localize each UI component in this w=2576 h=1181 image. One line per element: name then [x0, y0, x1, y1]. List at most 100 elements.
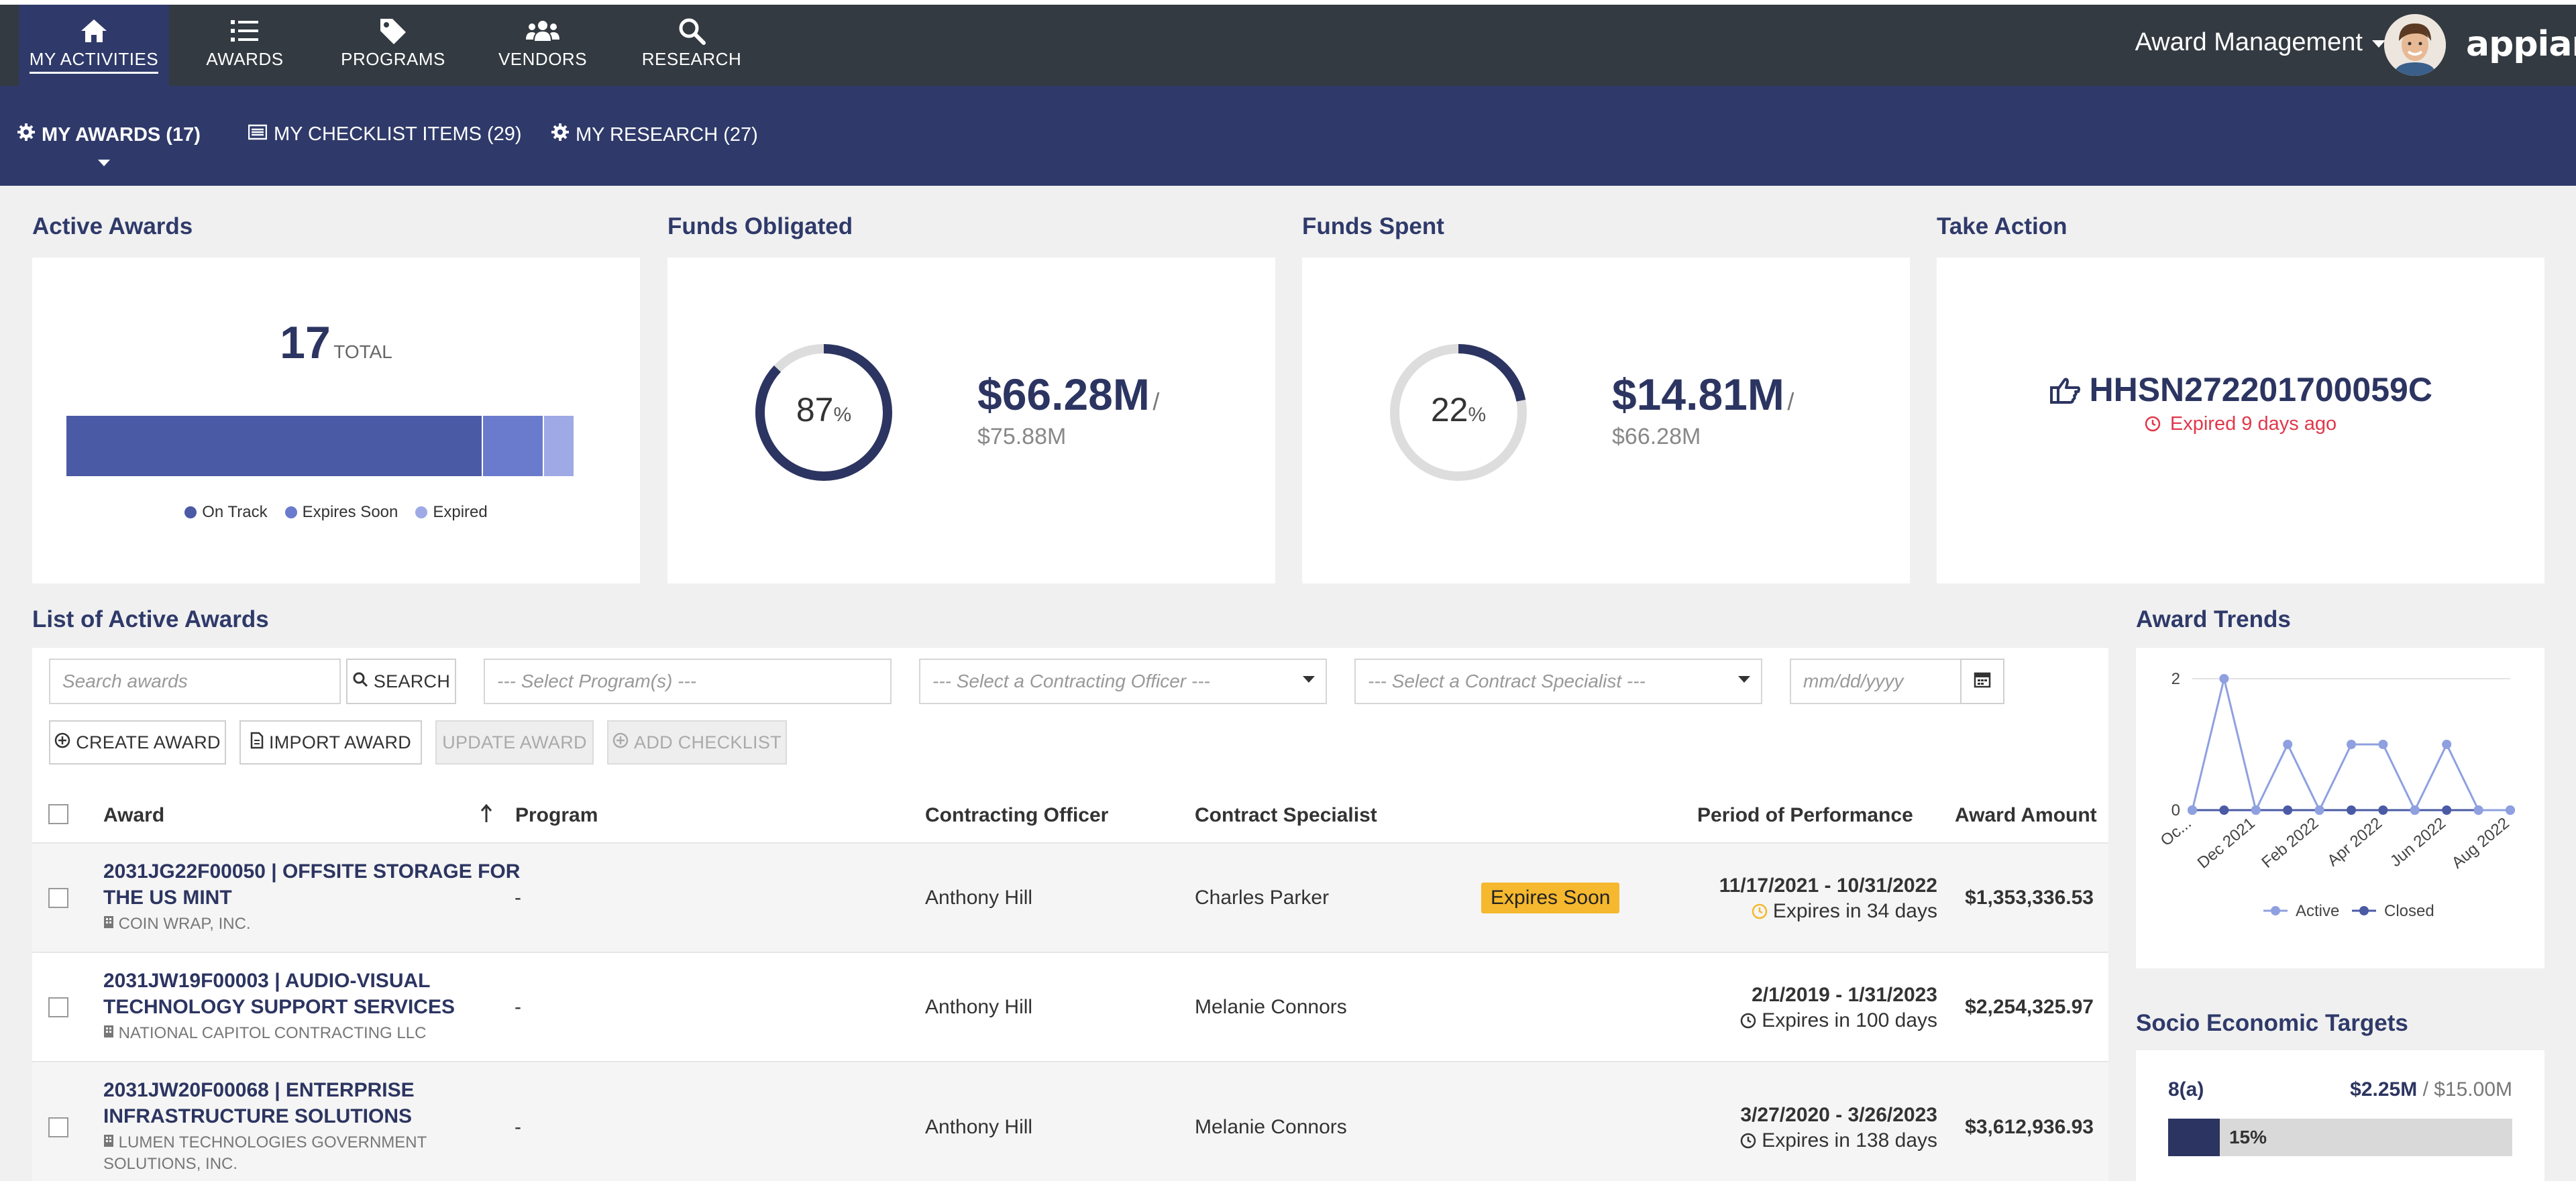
column-contract-specialist[interactable]: Contract Specialist	[1195, 804, 1377, 826]
building-icon	[103, 1133, 114, 1151]
award-title-line: INFRASTRUCTURE SOLUTIONS	[103, 1105, 412, 1127]
program-select[interactable]: --- Select Program(s) ---	[484, 659, 892, 704]
clock-icon	[1740, 1009, 1756, 1031]
select-all-checkbox[interactable]	[48, 804, 68, 824]
award-amount-value: $2,254,325.97	[1965, 996, 2094, 1018]
search-icon	[352, 671, 368, 692]
users-icon	[492, 14, 593, 48]
x-tick-label: Apr 2022	[2324, 814, 2385, 870]
data-point	[2251, 805, 2261, 815]
avatar[interactable]	[2384, 14, 2446, 76]
x-tick-label: Aug 2022	[2449, 814, 2513, 873]
donut-arc	[1390, 344, 1527, 481]
column-award[interactable]: Award	[103, 804, 165, 826]
target-amount: $2.25M / $15.00M	[2350, 1078, 2512, 1101]
column-award-amount[interactable]: Award Amount	[1955, 804, 2097, 826]
contracting-officer-select[interactable]: --- Select a Contracting Officer ---	[919, 659, 1327, 704]
program-value: -	[515, 1116, 521, 1138]
legend-label: Closed	[2384, 902, 2434, 920]
add-checklist-button[interactable]: ADD CHECKLIST	[607, 720, 787, 765]
award-title[interactable]: 2031JW20F00068 | ENTERPRISE INFRASTRUCTU…	[103, 1077, 415, 1129]
funds-spent-amount: $14.81M	[1612, 370, 1784, 419]
funds-obligated-donut: 87%	[753, 342, 894, 483]
list-title: List of Active Awards	[32, 606, 269, 632]
vendor-name: LUMEN TECHNOLOGIES GOVERNMENT SOLUTIONS,…	[103, 1132, 427, 1175]
nav-vendors[interactable]: VENDORS	[492, 5, 593, 86]
table-row[interactable]: 2031JW19F00003 | AUDIO-VISUAL TECHNOLOGY…	[32, 952, 2108, 1062]
update-award-button[interactable]: UPDATE AWARD	[435, 720, 594, 765]
import-award-button[interactable]: IMPORT AWARD	[239, 720, 422, 765]
status-text: Expired 9 days ago	[2169, 413, 2337, 435]
x-tick-label: Oc...	[2157, 814, 2195, 850]
legend-dot	[415, 506, 428, 518]
awards-status-legend: On Track Expires Soon Expired	[32, 503, 640, 522]
take-action-award[interactable]: HHSN272201700059C	[1937, 370, 2544, 409]
nav-label: MY ACTIVITIES	[29, 49, 159, 74]
award-title[interactable]: 2031JG22F00050 | OFFSITE STORAGE FOR THE…	[103, 858, 520, 911]
table-row[interactable]: 2031JW20F00068 | ENTERPRISE INFRASTRUCTU…	[32, 1061, 2108, 1181]
file-icon	[250, 732, 264, 754]
funds-obligated-amount-line: $66.28M /	[977, 369, 1159, 420]
data-point	[2219, 805, 2229, 815]
subtab-my-research[interactable]: MY RESEARCH (27)	[551, 123, 758, 146]
contracting-officer-value: Anthony Hill	[925, 887, 1033, 909]
legend-dot	[284, 506, 297, 518]
checklist-icon	[248, 123, 268, 146]
search-input[interactable]: Search awards	[49, 659, 341, 704]
row-checkbox[interactable]	[48, 1117, 68, 1137]
row-checkbox[interactable]	[48, 888, 68, 908]
funds-spent-donut: 22%	[1388, 342, 1529, 483]
award-title[interactable]: 2031JW19F00003 | AUDIO-VISUAL TECHNOLOGY…	[103, 968, 455, 1020]
nav-my-activities[interactable]: MY ACTIVITIES	[19, 5, 169, 86]
column-period-of-performance[interactable]: Period of Performance	[1697, 804, 1913, 826]
nav-programs[interactable]: PROGRAMS	[335, 5, 451, 86]
funds-spent-amount-line: $14.81M /	[1612, 369, 1794, 420]
nav-awards[interactable]: AWARDS	[195, 5, 295, 86]
awards-bar-segment-on-track[interactable]	[66, 416, 482, 476]
plus-circle-icon	[54, 732, 70, 753]
program-value: -	[515, 996, 521, 1018]
x-tick-label: Dec 2021	[2194, 814, 2259, 873]
nav-label: PROGRAMS	[341, 49, 445, 69]
sort-ascending-icon[interactable]	[480, 803, 492, 827]
create-award-button[interactable]: CREATE AWARD	[49, 720, 226, 765]
column-program[interactable]: Program	[515, 804, 598, 826]
subtab-label: MY CHECKLIST ITEMS (29)	[274, 123, 522, 145]
active-awards-card: 17 TOTAL On Track Expires Soon Expired	[32, 258, 640, 583]
search-button[interactable]: SEARCH	[346, 659, 456, 704]
calendar-icon	[1974, 671, 1991, 693]
expires-value: Expires in 138 days	[1740, 1129, 1937, 1152]
subtab-my-checklist-items[interactable]: MY CHECKLIST ITEMS (29)	[248, 123, 522, 146]
vendor-name-line: LUMEN TECHNOLOGIES GOVERNMENT	[118, 1133, 427, 1151]
awards-bar-segment-expires-soon[interactable]	[482, 416, 543, 476]
total-count: 17	[280, 317, 331, 368]
row-checkbox[interactable]	[48, 997, 68, 1017]
app-switcher[interactable]: Award Management	[2135, 28, 2363, 56]
date-input[interactable]: mm/dd/yyyy	[1790, 659, 1962, 704]
home-icon	[19, 14, 169, 48]
legend-label: Expired	[433, 503, 488, 521]
contract-specialist-value: Melanie Connors	[1195, 1116, 1347, 1138]
legend-item: On Track	[184, 503, 268, 522]
target-current: $2.25M	[2350, 1078, 2418, 1101]
nav-research[interactable]: RESEARCH	[641, 5, 742, 86]
awards-status-bar	[66, 416, 574, 476]
column-contracting-officer[interactable]: Contracting Officer	[925, 804, 1109, 826]
calendar-button[interactable]	[1960, 659, 2004, 704]
subtab-my-awards[interactable]: MY AWARDS (17)	[17, 123, 201, 146]
percent-value: 22	[1430, 391, 1468, 429]
vendor-name: NATIONAL CAPITOL CONTRACTING LLC	[103, 1023, 426, 1044]
funds-spent-of: $66.28M	[1612, 424, 1701, 449]
y-tick-label: 0	[2171, 801, 2180, 820]
chevron-down-icon	[1303, 676, 1315, 683]
awards-bar-segment-expired[interactable]	[542, 416, 574, 476]
legend-item: Expires Soon	[284, 503, 398, 522]
data-point	[2506, 805, 2515, 815]
chevron-down-icon[interactable]	[2372, 40, 2385, 48]
program-placeholder: --- Select Program(s) ---	[497, 671, 697, 691]
contract-specialist-select[interactable]: --- Select a Contract Specialist ---	[1354, 659, 1762, 704]
data-point	[2283, 805, 2293, 815]
table-row[interactable]: 2031JG22F00050 | OFFSITE STORAGE FOR THE…	[32, 842, 2108, 953]
total-label: TOTAL	[333, 341, 392, 362]
